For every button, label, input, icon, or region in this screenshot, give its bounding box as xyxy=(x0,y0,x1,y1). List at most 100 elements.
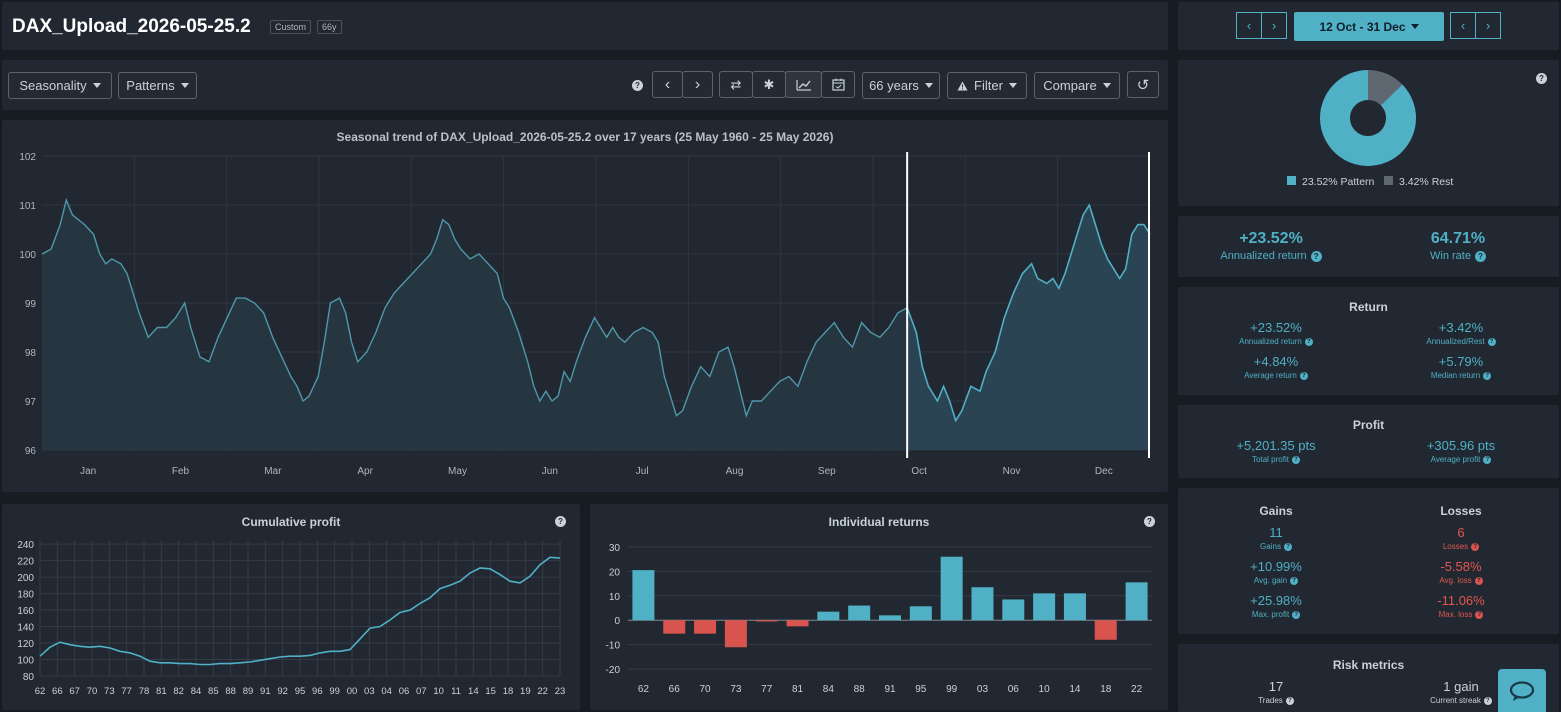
x-tick-label: 23 xyxy=(555,686,566,697)
avg-loss-value: -5.58% xyxy=(1440,559,1482,574)
x-tick-label: 77 xyxy=(121,686,132,697)
help-icon[interactable]: ? xyxy=(632,80,643,91)
help-icon[interactable]: ? xyxy=(1483,455,1492,464)
trades-label: Trades? xyxy=(1196,696,1356,705)
annualized-return-caption: Annualized return? xyxy=(1181,250,1361,262)
x-tick-label: Nov xyxy=(1003,466,1021,477)
help-icon[interactable]: ? xyxy=(1144,516,1155,527)
compare-dropdown[interactable]: Compare xyxy=(1034,72,1120,99)
return-bar xyxy=(1125,582,1148,621)
return-bar xyxy=(909,606,932,621)
trend-chart-button[interactable] xyxy=(785,71,822,98)
help-icon[interactable]: ? xyxy=(1483,696,1492,705)
filter-icon xyxy=(957,81,968,90)
help-icon[interactable]: ? xyxy=(1291,455,1300,464)
x-tick-label: 14 xyxy=(468,686,479,697)
help-icon[interactable]: ? xyxy=(1474,250,1486,262)
custom-tag: Custom xyxy=(270,20,312,34)
next-range-button[interactable]: › xyxy=(1475,12,1501,39)
return-bar xyxy=(694,620,717,634)
seasonality-dropdown[interactable]: Seasonality xyxy=(8,72,112,99)
cumulative-profit-chart: 80 100 120 140 160 180 200 220 240 62 66 67 70 73 77 78… xyxy=(17,540,566,697)
help-icon[interactable]: ? xyxy=(1285,696,1294,705)
x-tick-label: 03 xyxy=(364,686,375,697)
pattern-pie-chart: 23.52% Pattern 3.42% Rest xyxy=(1287,70,1453,188)
x-tick-label: 15 xyxy=(485,686,496,697)
help-icon[interactable]: ? xyxy=(1304,337,1313,346)
x-tick-label: Sep xyxy=(818,466,836,477)
help-icon[interactable]: ? xyxy=(1483,371,1492,380)
filter-dropdown[interactable]: Filter xyxy=(947,72,1027,99)
bug-button[interactable]: ✱ xyxy=(752,71,786,98)
x-tick-label: 10 xyxy=(433,686,444,697)
y-tick-label: 10 xyxy=(609,592,621,603)
date-range-label: 12 Oct - 31 Dec xyxy=(1319,19,1406,34)
max-loss-value: -11.06% xyxy=(1437,593,1485,608)
max-profit-label: Max. profit? xyxy=(1196,610,1356,619)
prev-period-button[interactable]: ‹ xyxy=(1236,12,1262,39)
help-icon[interactable]: ? xyxy=(1471,542,1480,551)
date-range-dropdown[interactable]: 12 Oct - 31 Dec xyxy=(1294,12,1444,41)
help-icon[interactable]: ? xyxy=(1474,576,1483,585)
x-tick-label: 00 xyxy=(347,686,358,697)
avg-gain-label: Avg. gain? xyxy=(1196,576,1356,585)
help-icon[interactable]: ? xyxy=(1299,371,1308,380)
x-tick-label: 66 xyxy=(669,684,681,695)
y-tick-label: 98 xyxy=(25,348,37,359)
return-value: +4.84% xyxy=(1253,354,1299,369)
x-tick-label: 88 xyxy=(854,684,866,695)
y-tick-label: 100 xyxy=(17,656,34,667)
x-tick-label: Jan xyxy=(80,466,96,477)
years-label: 66 years xyxy=(869,78,919,93)
reset-icon: ↺ xyxy=(1136,76,1150,94)
profit-value: +305.96 pts xyxy=(1426,438,1496,453)
x-tick-label: 06 xyxy=(399,686,410,697)
return-bar xyxy=(786,620,809,627)
x-tick-label: 18 xyxy=(1100,684,1112,695)
help-icon[interactable]: ? xyxy=(1487,337,1496,346)
x-tick-label: 77 xyxy=(761,684,773,695)
y-tick-label: 220 xyxy=(17,557,34,568)
gains-count-label: Gains? xyxy=(1196,542,1356,551)
help-icon[interactable]: ? xyxy=(1283,542,1292,551)
swap-button[interactable]: ⇄ xyxy=(719,71,753,98)
x-tick-label: 67 xyxy=(69,686,80,697)
years-dropdown[interactable]: 66 years xyxy=(862,72,940,99)
calendar-button[interactable] xyxy=(821,71,855,98)
x-tick-label: Aug xyxy=(726,466,744,477)
help-icon[interactable]: ? xyxy=(1290,576,1299,585)
x-tick-label: 73 xyxy=(104,686,115,697)
x-tick-label: 18 xyxy=(503,686,514,697)
seasonal-chart: Seasonal trend of DAX_Upload_2026-05-25.… xyxy=(19,130,1151,477)
reset-button[interactable]: ↺ xyxy=(1127,71,1159,98)
help-icon[interactable]: ? xyxy=(1536,73,1547,84)
y-tick-label: 99 xyxy=(25,299,37,310)
y-tick-label: 96 xyxy=(25,446,37,457)
seasonal-area-fill xyxy=(42,200,1150,450)
return-section-title: Return xyxy=(1349,300,1388,314)
x-tick-label: 78 xyxy=(139,686,150,697)
return-label: Median return? xyxy=(1381,371,1541,380)
return-panel: Return +23.52% Annualized return? +3.42%… xyxy=(1178,287,1559,395)
x-tick-label: 22 xyxy=(537,686,548,697)
x-tick-label: 99 xyxy=(329,686,340,697)
prev-year-button[interactable]: ‹ xyxy=(652,71,683,98)
help-icon[interactable]: ? xyxy=(1475,610,1484,619)
win-rate-value: 64.71% xyxy=(1430,230,1486,247)
chevron-left-icon: ‹ xyxy=(1460,18,1466,33)
prev-range-button[interactable]: ‹ xyxy=(1450,12,1476,39)
help-icon[interactable]: ? xyxy=(1292,610,1301,619)
return-bar xyxy=(632,570,655,621)
x-tick-label: Jul xyxy=(636,466,649,477)
help-icon[interactable]: ? xyxy=(555,516,566,527)
next-year-button[interactable]: › xyxy=(682,71,713,98)
help-icon[interactable]: ? xyxy=(1310,250,1322,262)
cumulative-profit-title: Cumulative profit xyxy=(241,515,341,529)
next-period-button[interactable]: › xyxy=(1261,12,1287,39)
x-tick-label: 70 xyxy=(699,684,711,695)
chat-button[interactable] xyxy=(1498,669,1546,712)
return-label: Average return? xyxy=(1196,371,1356,380)
patterns-dropdown[interactable]: Patterns xyxy=(118,72,197,99)
chevron-right-icon: › xyxy=(694,75,701,93)
x-tick-label: 85 xyxy=(208,686,219,697)
